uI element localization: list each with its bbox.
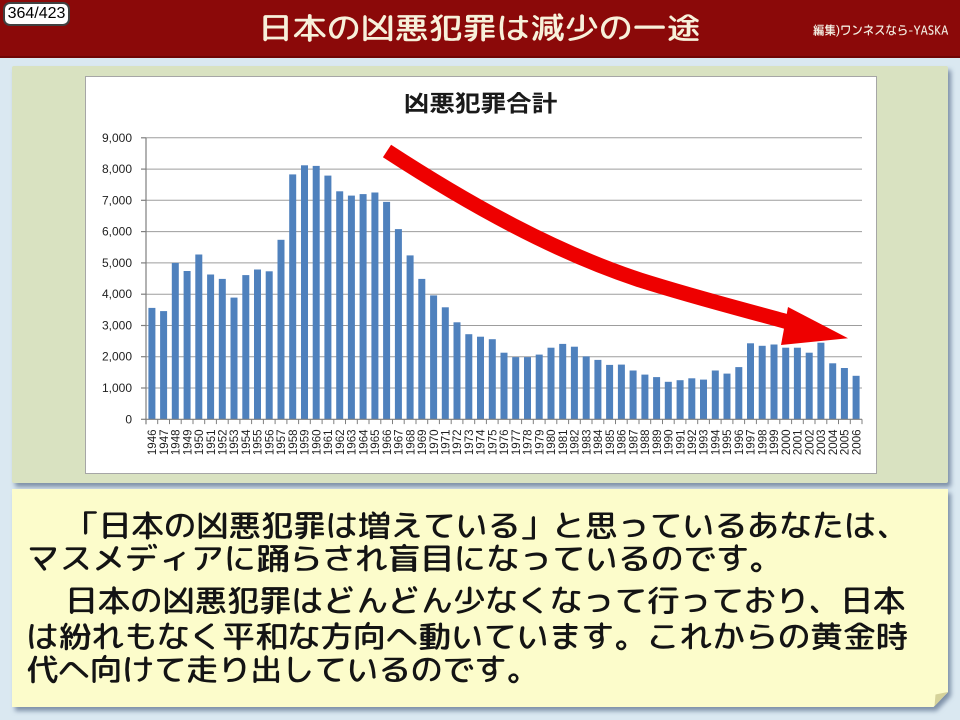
svg-text:6,000: 6,000 bbox=[102, 225, 132, 239]
svg-text:1957: 1957 bbox=[276, 430, 288, 456]
svg-text:1964: 1964 bbox=[358, 429, 370, 455]
svg-text:1961: 1961 bbox=[323, 430, 335, 456]
svg-text:7,000: 7,000 bbox=[102, 193, 132, 207]
svg-text:1985: 1985 bbox=[605, 430, 617, 456]
svg-text:1951: 1951 bbox=[206, 430, 218, 456]
svg-text:1979: 1979 bbox=[534, 430, 546, 456]
svg-text:2004: 2004 bbox=[828, 429, 840, 455]
svg-text:1999: 1999 bbox=[769, 430, 781, 456]
svg-text:1993: 1993 bbox=[699, 430, 711, 456]
svg-text:3,000: 3,000 bbox=[102, 319, 132, 333]
svg-text:1953: 1953 bbox=[229, 430, 241, 456]
svg-text:1994: 1994 bbox=[711, 429, 723, 455]
svg-text:2001: 2001 bbox=[793, 430, 805, 456]
svg-text:2003: 2003 bbox=[816, 430, 828, 456]
svg-text:1950: 1950 bbox=[194, 430, 206, 456]
svg-text:1974: 1974 bbox=[476, 429, 488, 455]
svg-text:1962: 1962 bbox=[335, 430, 347, 456]
svg-text:1989: 1989 bbox=[652, 430, 664, 456]
svg-text:4,000: 4,000 bbox=[102, 287, 132, 301]
svg-text:1987: 1987 bbox=[628, 430, 640, 456]
svg-text:1984: 1984 bbox=[593, 429, 605, 455]
svg-text:1988: 1988 bbox=[640, 430, 652, 456]
svg-text:1949: 1949 bbox=[182, 430, 194, 456]
svg-text:1983: 1983 bbox=[581, 430, 593, 456]
svg-text:2002: 2002 bbox=[804, 430, 816, 456]
svg-text:1996: 1996 bbox=[734, 430, 746, 456]
svg-text:1978: 1978 bbox=[523, 430, 535, 456]
svg-text:2006: 2006 bbox=[851, 430, 863, 456]
svg-text:1955: 1955 bbox=[253, 430, 265, 456]
svg-text:1946: 1946 bbox=[147, 430, 159, 456]
svg-text:1991: 1991 bbox=[675, 430, 687, 456]
svg-text:1963: 1963 bbox=[347, 430, 359, 456]
svg-text:1,000: 1,000 bbox=[102, 381, 132, 395]
svg-text:1981: 1981 bbox=[558, 430, 570, 456]
svg-text:1976: 1976 bbox=[499, 430, 511, 456]
svg-text:1969: 1969 bbox=[417, 430, 429, 456]
svg-text:1965: 1965 bbox=[370, 430, 382, 456]
svg-text:1975: 1975 bbox=[488, 430, 500, 456]
svg-text:1966: 1966 bbox=[382, 430, 394, 456]
svg-text:1986: 1986 bbox=[617, 430, 629, 456]
svg-text:1958: 1958 bbox=[288, 430, 300, 456]
svg-text:1992: 1992 bbox=[687, 430, 699, 456]
svg-text:1995: 1995 bbox=[722, 430, 734, 456]
svg-text:5,000: 5,000 bbox=[102, 256, 132, 270]
svg-text:1980: 1980 bbox=[546, 430, 558, 456]
svg-text:1973: 1973 bbox=[464, 430, 476, 456]
svg-text:1959: 1959 bbox=[300, 430, 312, 456]
svg-text:1948: 1948 bbox=[171, 430, 183, 456]
svg-text:1990: 1990 bbox=[664, 430, 676, 456]
svg-text:1970: 1970 bbox=[429, 430, 441, 456]
svg-text:2,000: 2,000 bbox=[102, 350, 132, 364]
svg-text:1956: 1956 bbox=[264, 430, 276, 456]
svg-text:1998: 1998 bbox=[757, 430, 769, 456]
svg-text:1968: 1968 bbox=[405, 430, 417, 456]
svg-text:0: 0 bbox=[125, 412, 132, 426]
svg-text:1972: 1972 bbox=[452, 430, 464, 456]
svg-text:1954: 1954 bbox=[241, 429, 253, 455]
svg-text:1982: 1982 bbox=[570, 430, 582, 456]
svg-text:2005: 2005 bbox=[840, 430, 852, 456]
svg-text:1947: 1947 bbox=[159, 430, 171, 456]
svg-text:1971: 1971 bbox=[441, 430, 453, 456]
svg-text:1960: 1960 bbox=[311, 430, 323, 456]
svg-text:1977: 1977 bbox=[511, 430, 523, 456]
svg-text:9,000: 9,000 bbox=[102, 131, 132, 145]
svg-text:2000: 2000 bbox=[781, 430, 793, 456]
svg-text:1967: 1967 bbox=[394, 430, 406, 456]
svg-text:8,000: 8,000 bbox=[102, 162, 132, 176]
svg-text:1952: 1952 bbox=[218, 430, 230, 456]
svg-text:1997: 1997 bbox=[746, 430, 758, 456]
